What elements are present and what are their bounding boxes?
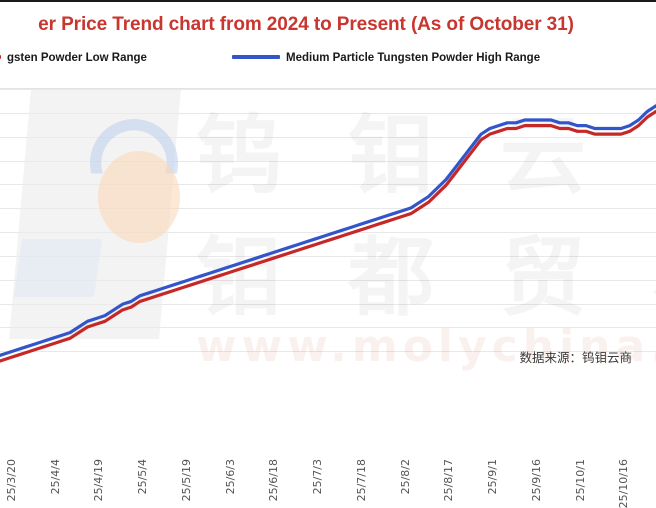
gridline — [0, 208, 656, 209]
legend-swatch-high-range — [232, 54, 280, 59]
gridline — [0, 232, 656, 233]
gridline — [0, 89, 656, 90]
gridline — [0, 161, 656, 162]
legend-label-low-range: gsten Powder Low Range — [7, 52, 147, 64]
x-axis-tick-label: 25/8/17 — [442, 459, 456, 502]
x-axis-tick-label: 25/10/1 — [573, 459, 587, 502]
legend-label-high-range: Medium Particle Tungsten Powder High Ran… — [286, 52, 541, 64]
top-divider — [0, 0, 656, 2]
legend-item-low-range[interactable]: gsten Powder Low Range — [0, 48, 147, 68]
x-axis-tick-label: 25/9/1 — [486, 459, 500, 495]
x-axis-tick-label: 25/6/18 — [267, 459, 281, 502]
chart-legend: gsten Powder Low Range Medium Particle T… — [0, 48, 656, 68]
x-axis-tick-label: 25/8/2 — [398, 459, 412, 495]
plot-area: 钨 钼 云 商 钼 都 贸 易 网 www.molychina.com 数据来源… — [0, 89, 656, 375]
series-line — [0, 109, 656, 363]
x-axis-tick-label: 25/7/18 — [354, 459, 368, 502]
gridline — [0, 113, 656, 114]
legend-item-high-range[interactable]: Medium Particle Tungsten Powder High Ran… — [232, 48, 540, 68]
x-axis-tick-label: 25/10/16 — [617, 459, 631, 508]
gridlines — [0, 89, 656, 375]
gridline — [0, 304, 656, 305]
x-axis-tick-label: 25/6/3 — [223, 459, 237, 495]
page-title: er Price Trend chart from 2024 to Presen… — [38, 14, 574, 35]
x-axis-tick-label: 25/9/16 — [529, 459, 543, 502]
series-lines — [0, 104, 656, 363]
legend-swatch-low-range — [0, 54, 1, 59]
x-axis: 25/3/20 25/4/4 25/4/19 25/5/4 25/5/19 25/6/3 2… — [0, 375, 656, 508]
series-line — [0, 104, 656, 357]
gridline — [0, 280, 656, 281]
x-axis-tick-label: 25/4/4 — [48, 459, 62, 495]
gridline — [0, 184, 656, 185]
legend-divider — [0, 88, 656, 89]
x-axis-tick-label: 25/3/20 — [5, 459, 18, 502]
data-source-attribution: 数据来源：钨钼云商 — [519, 350, 632, 365]
gridline — [0, 256, 656, 257]
x-axis-tick-label: 25/5/19 — [179, 459, 193, 502]
x-axis-tick-label: 25/7/3 — [311, 459, 325, 495]
gridline — [0, 351, 656, 352]
x-axis-tick-label: 25/5/4 — [136, 459, 150, 495]
x-axis-tick-label: 25/4/19 — [92, 459, 106, 502]
gridline — [0, 137, 656, 138]
gridline — [0, 327, 656, 328]
